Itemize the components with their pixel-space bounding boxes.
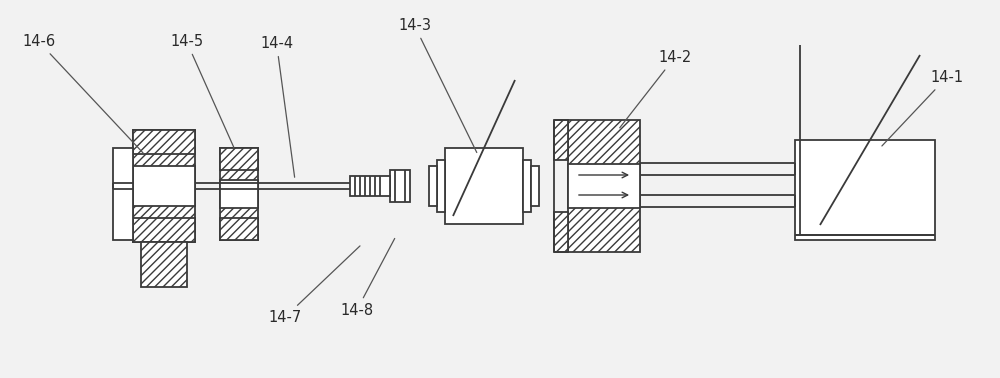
Bar xyxy=(350,176,390,196)
Bar xyxy=(220,148,258,240)
Bar xyxy=(133,166,195,206)
Bar xyxy=(437,160,445,212)
Bar xyxy=(133,130,195,154)
Bar xyxy=(795,140,935,240)
Bar xyxy=(554,212,568,252)
Text: 14-6: 14-6 xyxy=(22,34,143,153)
Bar xyxy=(568,164,640,208)
Bar xyxy=(133,218,195,242)
Bar xyxy=(220,180,258,208)
Bar xyxy=(445,148,523,224)
Bar xyxy=(531,166,539,206)
Text: 14-2: 14-2 xyxy=(620,50,691,128)
Bar xyxy=(568,120,640,252)
Text: 14-7: 14-7 xyxy=(268,246,360,325)
Bar xyxy=(554,120,568,160)
Text: 14-5: 14-5 xyxy=(170,34,234,147)
Text: 14-1: 14-1 xyxy=(882,70,963,146)
Bar xyxy=(141,242,187,287)
Bar xyxy=(113,148,133,240)
Bar xyxy=(523,160,531,212)
Bar xyxy=(390,170,410,202)
Bar xyxy=(133,130,195,242)
Bar xyxy=(220,218,258,240)
Bar xyxy=(220,148,258,170)
Text: 14-4: 14-4 xyxy=(260,36,295,177)
Text: 14-3: 14-3 xyxy=(398,18,477,152)
Text: 14-8: 14-8 xyxy=(340,239,395,318)
Bar xyxy=(429,166,437,206)
